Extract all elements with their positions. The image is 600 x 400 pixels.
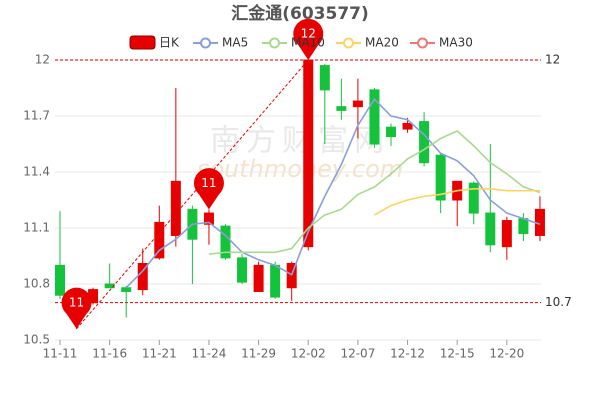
candle-body [303,59,314,248]
legend-label: MA20 [365,36,399,50]
legend-icon [129,35,156,50]
legend-icon [200,37,211,49]
candle-body [55,264,65,296]
y-tick-label: 12 [35,53,50,67]
x-tick-label: 11-21 [142,347,177,361]
y-tick-label: 11.7 [23,109,50,123]
candle-body [237,257,248,283]
candle-body [352,100,363,108]
legend-icon [269,37,280,49]
marker-label: 11 [69,295,84,309]
x-tick-label: 12-12 [390,347,425,361]
candle-body [485,212,496,246]
candle-body [319,65,330,91]
candle-body [286,262,297,289]
chart-title: 汇金通(603577) [231,3,369,24]
x-tick-label: 11-29 [241,347,276,361]
ma-line [374,188,540,216]
legend-icon [343,37,354,49]
x-tick-label: 12-20 [489,347,524,361]
x-tick-label: 11-24 [192,347,227,361]
legend-icon [417,37,428,49]
legend-label: MA30 [439,36,473,50]
y-tick-label: 10.5 [23,333,50,347]
candle-body [501,220,512,248]
candle-body [270,264,281,298]
candle-body [386,126,396,138]
watermark-sub: southmoney.com [197,155,403,183]
candle-body [369,89,380,145]
candle-body [253,264,264,292]
marker-label: 11 [201,176,216,190]
legend-label: 日K [159,36,180,50]
marker-pin [293,18,324,60]
x-tick-label: 12-02 [291,347,326,361]
legend-label: MA10 [291,36,325,50]
candle-body [402,122,413,130]
candle-body [336,106,347,111]
legend-label: MA5 [222,36,248,50]
x-tick-label: 12-15 [440,347,475,361]
reference-label: 12 [545,53,560,67]
y-tick-label: 10.8 [23,277,50,291]
marker-label: 12 [301,27,316,41]
marker-pin [193,168,224,210]
candle-body [154,221,165,259]
candle-body [203,212,214,225]
ma-line [125,97,541,289]
candle-body [419,121,430,164]
candle-body [518,218,529,235]
x-tick-label: 11-11 [43,347,78,361]
watermark: 南方财富网 [210,124,390,159]
x-tick-label: 11-16 [92,347,127,361]
reference-label: 10.7 [545,295,572,309]
y-tick-label: 11.1 [23,221,50,235]
candle-body [170,180,181,236]
ma-line [208,129,541,255]
candle-body [435,154,446,201]
trend-line [76,59,309,330]
candle-body [220,225,231,259]
candle-body [121,287,132,292]
marker-pin [61,287,92,329]
y-tick-label: 11.4 [23,165,50,179]
x-tick-label: 12-07 [340,347,375,361]
candle-body [468,182,479,214]
